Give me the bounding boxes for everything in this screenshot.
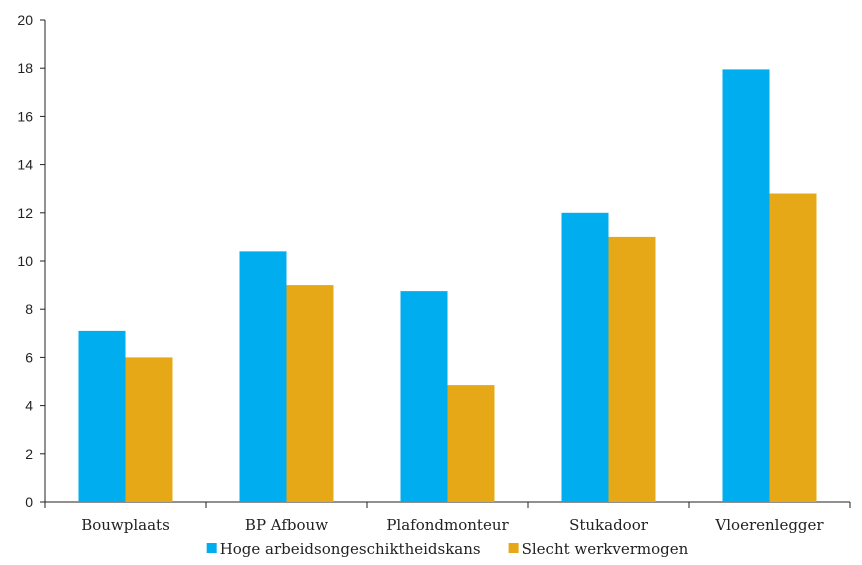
bars (78, 69, 817, 503)
y-tick-label: 8 (25, 301, 33, 317)
y-tick-label: 10 (17, 253, 33, 269)
y-tick-label: 2 (25, 446, 33, 462)
x-axis: Bouwplaats BP Afbouw Plafondmonteur Stukado… (44, 501, 851, 534)
y-tick-label: 4 (25, 398, 33, 414)
bar-series-2 (447, 385, 495, 502)
y-tick-label: 6 (25, 349, 33, 365)
bar-series-1 (561, 212, 609, 503)
bar-series-1 (239, 251, 287, 502)
y-tick-label: 18 (17, 60, 33, 76)
bar-series-1 (78, 330, 126, 502)
bar-series-2 (286, 285, 334, 502)
y-tick-label: 0 (25, 494, 33, 510)
x-category-label: BP Afbouw (245, 516, 328, 534)
legend-swatch (508, 543, 519, 553)
y-tick-label: 12 (17, 205, 33, 221)
bar-series-2 (608, 236, 656, 502)
x-category-label: Stukadoor (569, 516, 649, 534)
legend-item: Slecht werkvermogen (508, 540, 689, 558)
bar-series-1 (722, 69, 770, 502)
x-category-label: Bouwplaats (81, 516, 170, 534)
bar-series-2 (125, 357, 173, 502)
legend-swatch (206, 543, 217, 553)
y-tick-label: 16 (17, 108, 33, 124)
legend-label: Slecht werkvermogen (522, 540, 689, 558)
legend: Hoge arbeidsongeschiktheidskans Slecht we… (206, 540, 689, 558)
bar-series-1 (400, 291, 448, 502)
bar-series-2 (769, 193, 817, 502)
y-tick-label: 20 (17, 12, 33, 28)
y-tick-label: 14 (17, 157, 33, 173)
x-category-label: Vloerenlegger (714, 516, 824, 534)
x-category-label: Plafondmonteur (386, 516, 509, 534)
legend-item: Hoge arbeidsongeschiktheidskans (206, 540, 481, 558)
y-axis: 0 2 4 6 8 10 12 14 16 18 20 (17, 12, 46, 510)
legend-label: Hoge arbeidsongeschiktheidskans (220, 540, 481, 558)
